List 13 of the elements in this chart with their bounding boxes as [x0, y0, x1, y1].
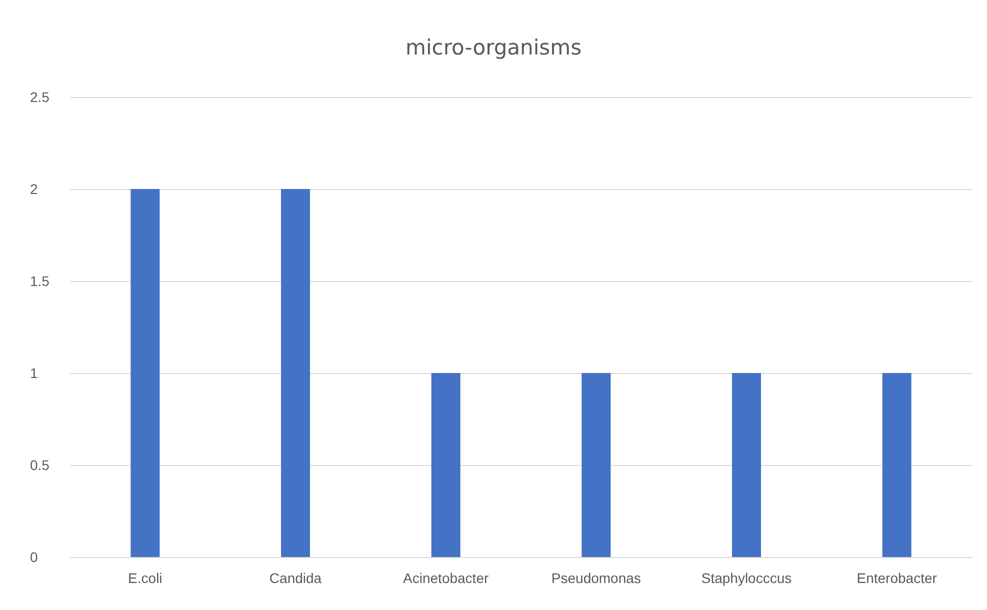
x-tick-label: Candida: [269, 570, 322, 586]
y-tick-label: 1: [30, 365, 38, 381]
x-tick-label: Pseudomonas: [551, 570, 641, 586]
x-tick-label: Staphylocccus: [701, 570, 792, 586]
x-tick-label: Enterobacter: [856, 570, 938, 586]
y-tick-label: 1.5: [30, 273, 50, 289]
y-tick-label: 0.5: [30, 457, 50, 473]
y-tick-label: 2: [30, 181, 38, 197]
y-tick-label: 0: [30, 549, 38, 565]
chart-title: micro-organisms: [405, 36, 582, 60]
x-tick-label: E.coli: [128, 570, 162, 586]
y-tick-label: 2.5: [30, 89, 50, 105]
x-tick-label: Acinetobacter: [403, 570, 489, 586]
